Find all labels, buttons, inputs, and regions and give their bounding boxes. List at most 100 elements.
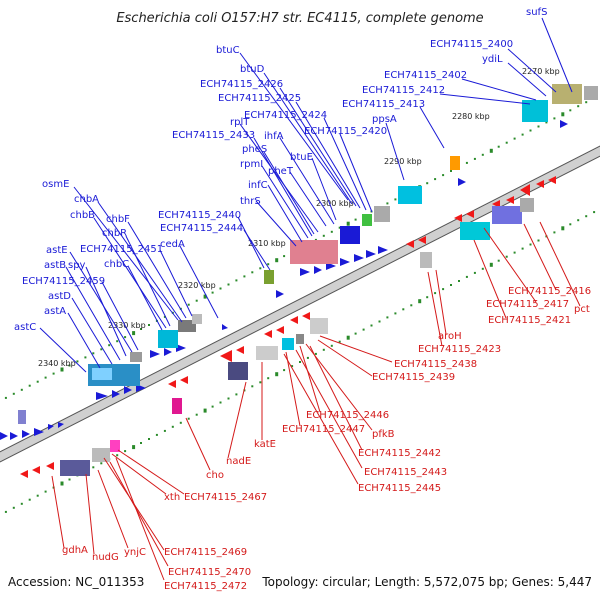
gene-label-group[interactable]: ECH74115_2402 xyxy=(384,70,537,101)
gene-label[interactable]: infC xyxy=(248,180,268,191)
gene-label-group[interactable]: ECH74115_2447 xyxy=(282,351,365,435)
gene-label-group[interactable]: pct xyxy=(539,221,590,315)
gene-label[interactable]: ECH74115_2446 xyxy=(306,410,389,421)
gene-label-group[interactable]: pheT xyxy=(268,166,327,227)
gene-label[interactable]: chbR xyxy=(102,228,127,239)
gene-label-group[interactable]: ECH74115_2416 xyxy=(508,223,591,297)
gene-label[interactable]: xth xyxy=(164,492,180,503)
gene-label[interactable]: ECH74115_2467 xyxy=(184,492,267,503)
gene-label[interactable]: astE xyxy=(46,245,68,256)
gene-label[interactable]: pheT xyxy=(268,166,294,177)
gene-label[interactable]: gdhA xyxy=(62,545,88,556)
gene-label[interactable]: pct xyxy=(574,304,590,315)
gene-label[interactable]: btuD xyxy=(240,64,265,75)
gene-label-group[interactable]: astE xyxy=(46,245,133,353)
gene-label-group[interactable]: ECH74115_2440 xyxy=(158,210,265,269)
gene-label[interactable]: ECH74115_2426 xyxy=(200,79,283,90)
gene-label[interactable]: ihfA xyxy=(264,131,284,142)
gene-label-group[interactable]: ECH74115_2459 xyxy=(22,276,139,351)
gene-label-group[interactable]: gdhA xyxy=(51,475,88,556)
gene-label-group[interactable]: btuD xyxy=(240,64,353,205)
gene-label[interactable]: ECH74115_2459 xyxy=(22,276,105,287)
gene-label-group[interactable]: rpmI xyxy=(240,159,309,239)
gene-label-group[interactable]: ECH74115_2443 xyxy=(295,349,447,478)
gene-label-group[interactable]: btuE xyxy=(290,152,337,221)
gene-label[interactable]: ECH74115_2444 xyxy=(160,223,243,234)
gene-label-group[interactable]: astB xyxy=(44,260,121,361)
gene-label[interactable]: pfkB xyxy=(372,429,395,440)
gene-label-group[interactable]: nadE xyxy=(226,381,251,467)
gene-label[interactable]: chbC xyxy=(104,259,129,270)
gene-label-group[interactable]: btuC xyxy=(216,45,349,201)
gene-label-group[interactable]: ECH74115_2442 xyxy=(309,345,441,459)
gene-label-group[interactable]: ECH74115_2445 xyxy=(283,353,441,494)
gene-label[interactable]: ECH74115_2470 xyxy=(168,567,251,578)
gene-label[interactable]: ECH74115_2447 xyxy=(282,424,365,435)
gene-label-group[interactable]: chbR xyxy=(102,228,171,327)
gene-label[interactable]: ECH74115_2424 xyxy=(244,110,327,121)
gene-label[interactable]: ECH74115_2412 xyxy=(362,85,445,96)
gene-label-group[interactable]: ECH74115_2446 xyxy=(299,345,389,421)
gene-label-group[interactable]: chbF xyxy=(106,214,187,319)
gene-label-group[interactable]: katE xyxy=(254,362,276,450)
gene-label[interactable]: rplT xyxy=(230,117,250,128)
gene-label-group[interactable]: aroH xyxy=(435,269,462,342)
gene-label[interactable]: cho xyxy=(206,470,224,481)
gene-label-group[interactable]: astD xyxy=(48,291,113,365)
gene-label[interactable]: ECH74115_2439 xyxy=(372,372,455,383)
gene-label-group[interactable]: astC xyxy=(14,322,87,373)
gene-label[interactable]: ECH74115_2443 xyxy=(364,467,447,478)
gene-label-group[interactable]: thrS xyxy=(240,196,297,247)
gene-label[interactable]: aroH xyxy=(438,331,462,342)
gene-label-group[interactable]: pheS xyxy=(242,144,315,235)
gene-label[interactable]: ECH74115_2416 xyxy=(508,286,591,297)
gene-label-group[interactable]: sufS xyxy=(526,7,573,93)
gene-label-group[interactable]: cedA xyxy=(160,239,219,319)
gene-label[interactable]: katE xyxy=(254,439,276,450)
gene-label-group[interactable]: infC xyxy=(248,180,303,243)
gene-label-group[interactable]: ECH74115_2470 xyxy=(109,461,251,578)
gene-label[interactable]: ydiL xyxy=(482,54,503,65)
gene-label[interactable]: astA xyxy=(44,306,66,317)
gene-label[interactable]: pheS xyxy=(242,144,267,155)
gene-label-group[interactable]: ECH74115_2413 xyxy=(342,99,445,149)
gene-label[interactable]: osmE xyxy=(42,179,69,190)
gene-label[interactable]: ECH74115_2438 xyxy=(394,359,477,370)
gene-label-group[interactable]: ECH74115_2426 xyxy=(200,79,357,207)
gene-label[interactable]: btuE xyxy=(290,152,313,163)
gene-label-group[interactable]: ECH74115_2425 xyxy=(218,93,361,209)
gene-label-group[interactable]: ECH74115_2423 xyxy=(418,271,501,355)
gene-label-group[interactable]: ECH74115_2438 xyxy=(319,335,477,370)
gene-label[interactable]: thrS xyxy=(240,196,261,207)
gene-label[interactable]: nudG xyxy=(92,552,119,563)
gene-label[interactable]: ECH74115_2451 xyxy=(80,244,163,255)
gene-label[interactable]: astC xyxy=(14,322,36,333)
gene-label[interactable]: rpmI xyxy=(240,159,263,170)
gene-label[interactable]: ECH74115_2442 xyxy=(358,448,441,459)
gene-label-group[interactable]: spy xyxy=(68,260,127,357)
gene-label[interactable]: btuC xyxy=(216,45,240,56)
gene-label[interactable]: ECH74115_2413 xyxy=(342,99,425,110)
gene-label-group[interactable]: chbB xyxy=(70,210,167,329)
gene-label-group[interactable]: ECH74115_2472 xyxy=(115,457,247,592)
gene-label[interactable]: ECH74115_2400 xyxy=(430,39,513,50)
gene-label[interactable]: astD xyxy=(48,291,71,302)
gene-label-group[interactable]: ECH74115_2439 xyxy=(317,339,455,383)
gene-label[interactable]: ECH74115_2433 xyxy=(172,130,255,141)
gene-label[interactable]: astB xyxy=(44,260,66,271)
gene-label[interactable]: ECH74115_2425 xyxy=(218,93,301,104)
gene-label-group[interactable]: pfkB xyxy=(305,343,395,440)
gene-label[interactable]: ECH74115_2445 xyxy=(358,483,441,494)
gene-label[interactable]: ECH74115_2423 xyxy=(418,344,501,355)
gene-label-group[interactable]: ECH74115_2417 xyxy=(483,227,569,310)
gene-label[interactable]: ECH74115_2402 xyxy=(384,70,467,81)
gene-label-group[interactable]: ECH74115_2469 xyxy=(103,457,247,558)
gene-label-group[interactable]: ydiL xyxy=(482,54,547,97)
gene-label-group[interactable]: ihfA xyxy=(264,131,335,225)
gene-label-group[interactable]: ECH74115_2467 xyxy=(117,449,267,503)
gene-label-group[interactable]: ECH74115_2433 xyxy=(172,130,313,237)
gene-label-group[interactable]: ECH74115_2451 xyxy=(80,244,193,317)
gene-label-group[interactable]: chbC xyxy=(104,259,163,331)
gene-label-group[interactable]: ECH74115_2400 xyxy=(430,39,557,93)
gene-label[interactable]: ynjC xyxy=(124,547,146,558)
